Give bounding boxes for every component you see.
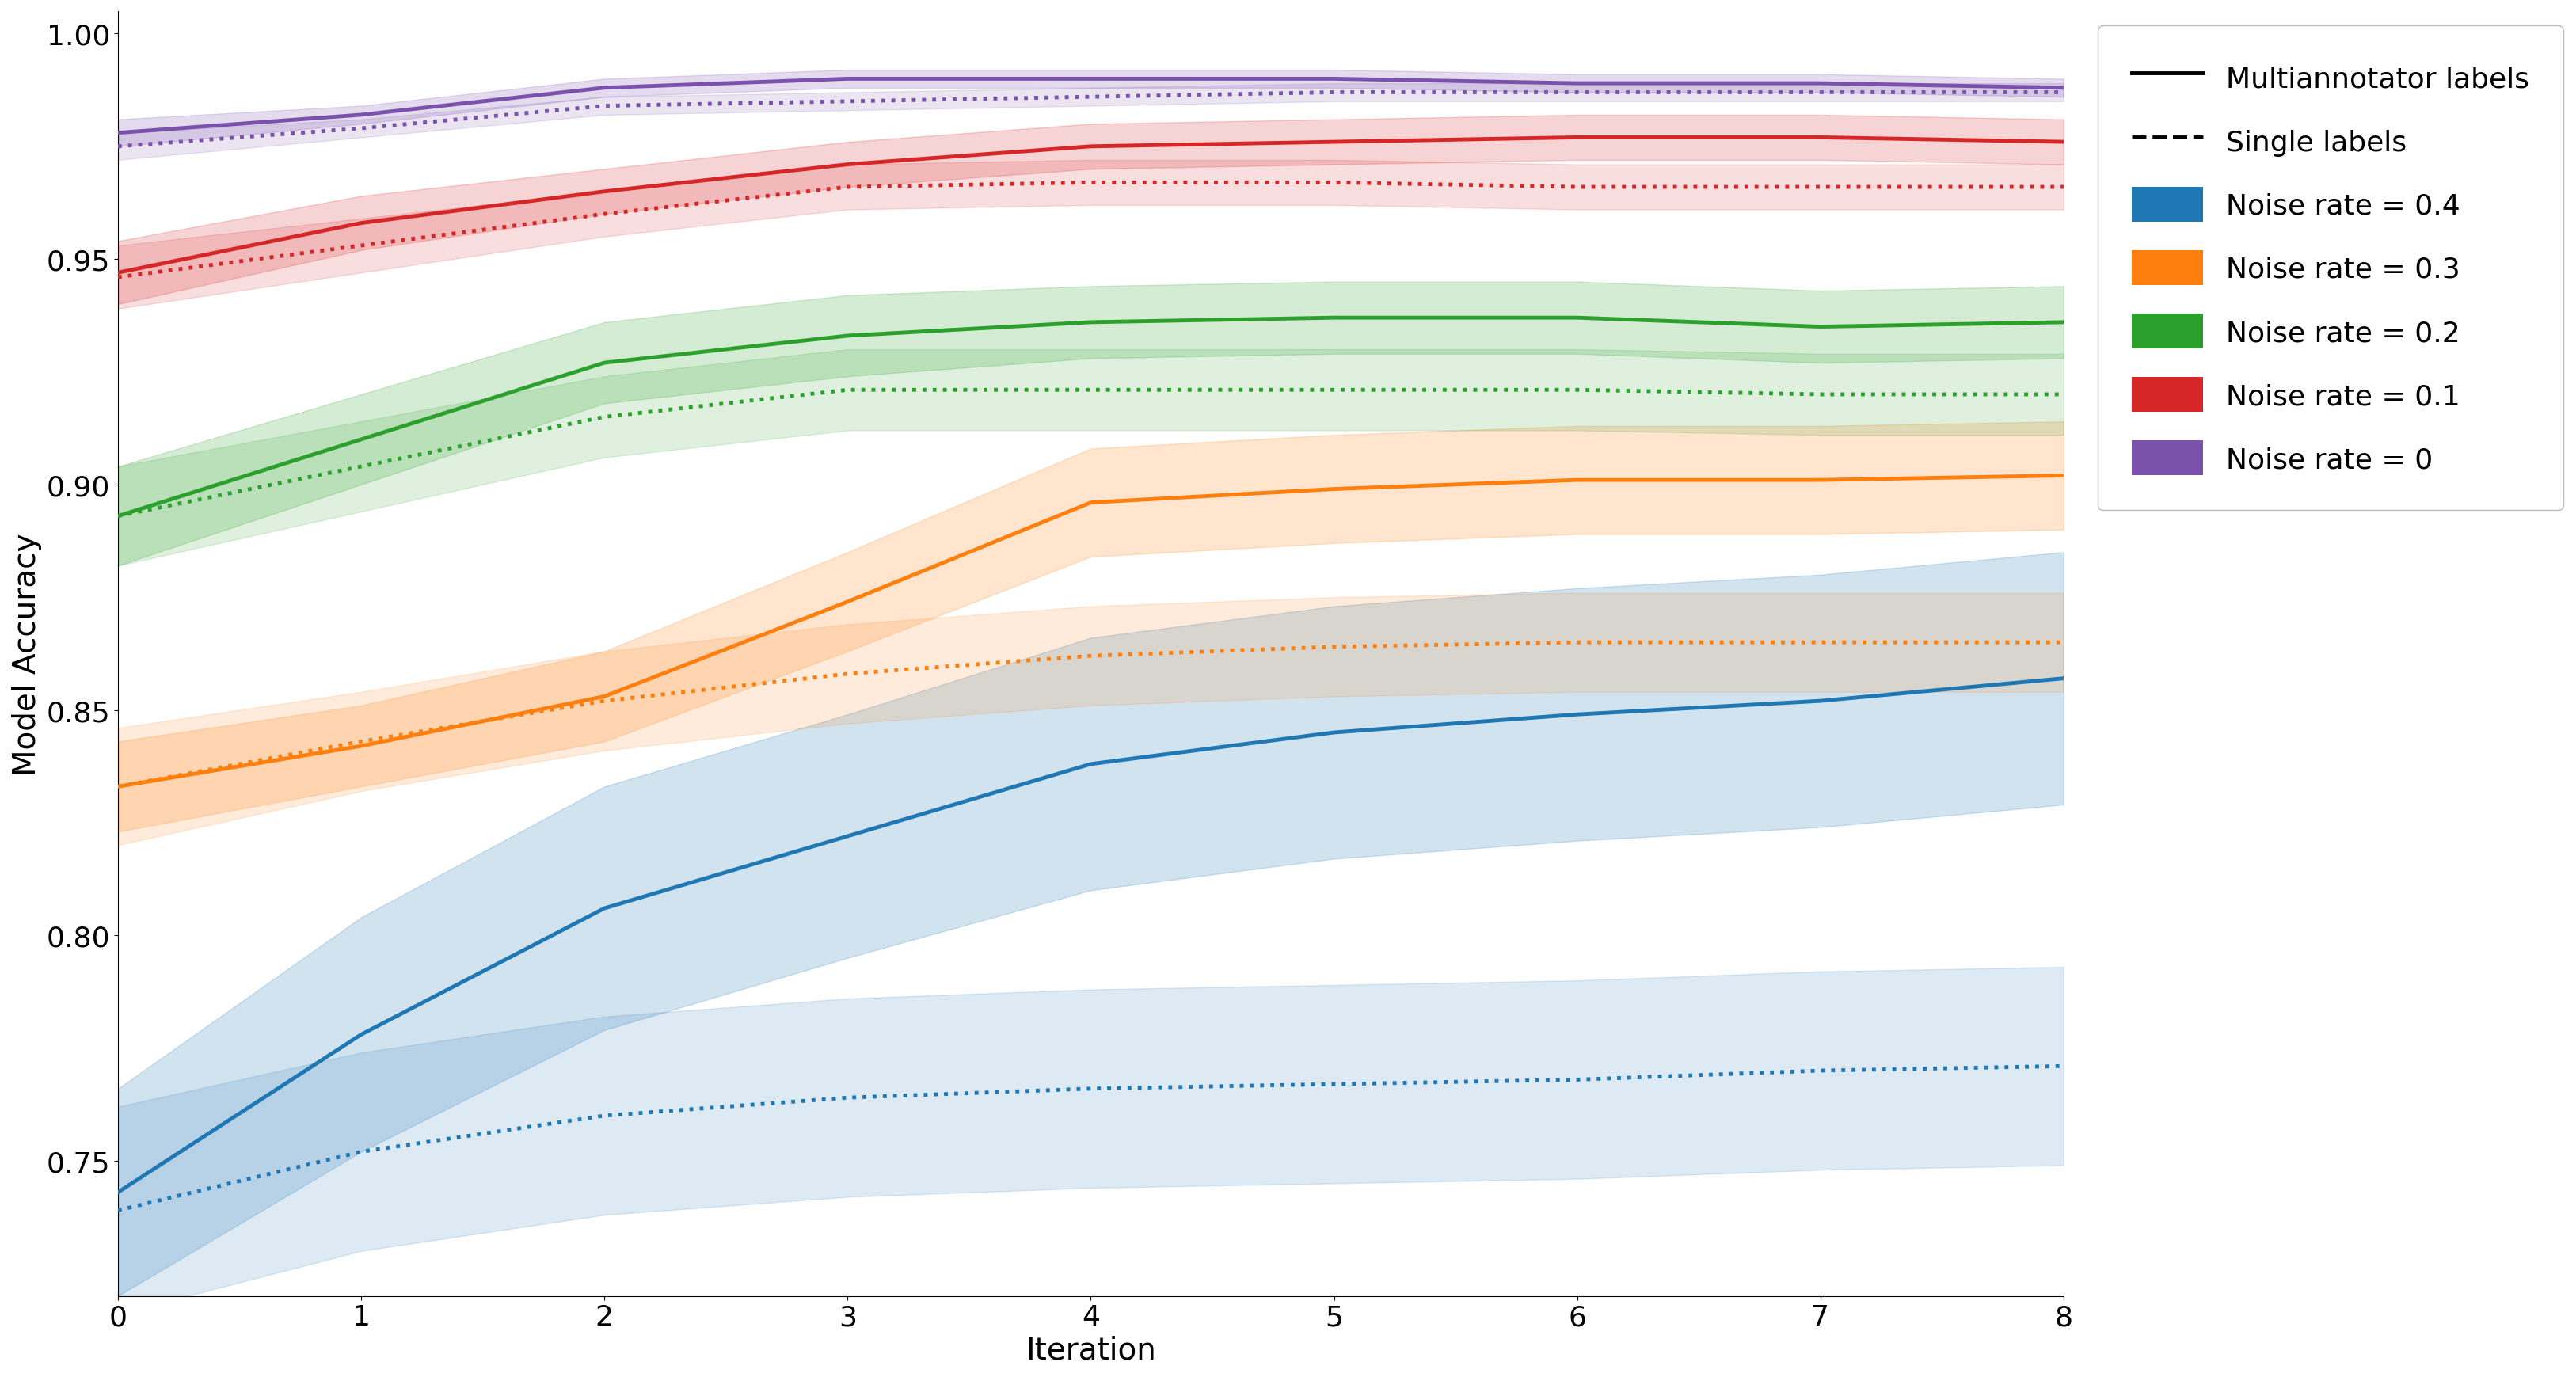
- X-axis label: Iteration: Iteration: [1025, 1336, 1157, 1365]
- Legend: Multiannotator labels, Single labels, Noise rate = 0.4, Noise rate = 0.3, Noise : Multiannotator labels, Single labels, No…: [2097, 26, 2563, 511]
- Y-axis label: Model Accuracy: Model Accuracy: [13, 533, 41, 775]
